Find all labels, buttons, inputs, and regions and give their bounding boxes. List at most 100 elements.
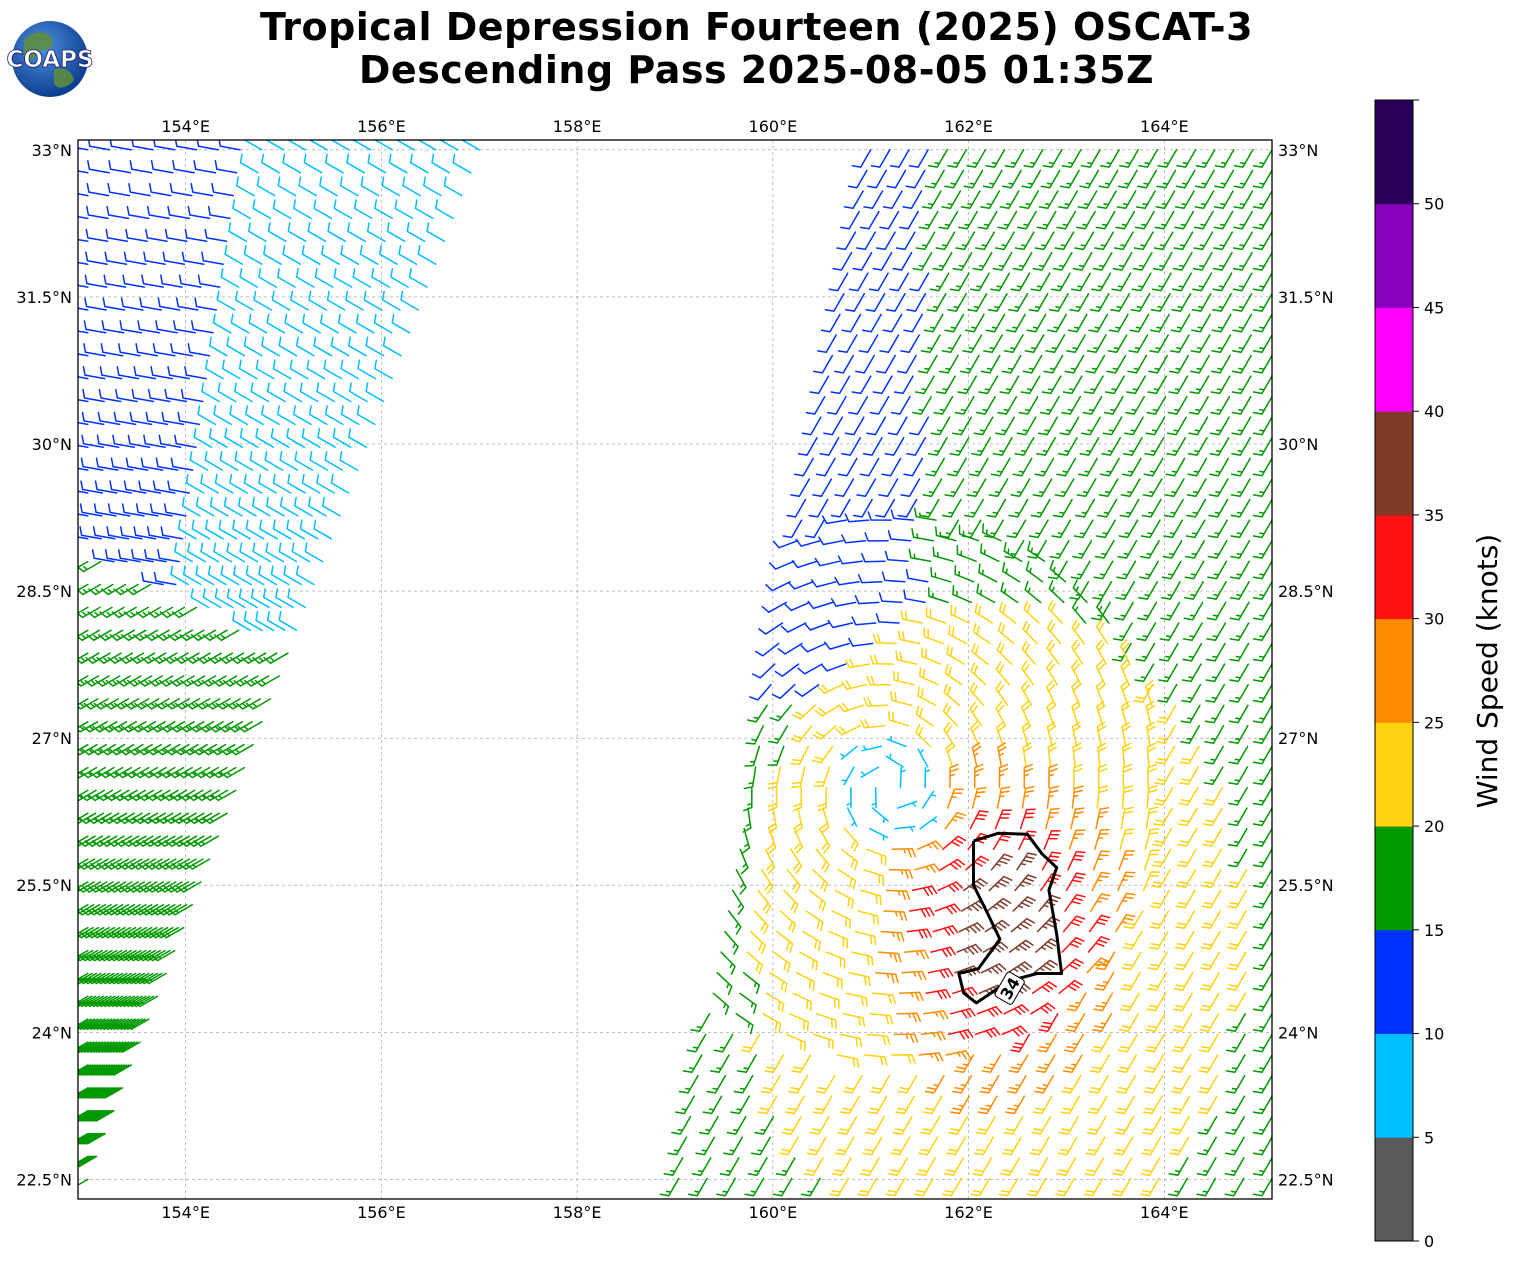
wind-barb — [1156, 704, 1177, 724]
wind-barb — [349, 382, 368, 403]
wind-barb — [996, 641, 1013, 665]
wind-barb — [320, 313, 339, 334]
wind-barb — [917, 748, 929, 768]
wind-barb — [208, 336, 228, 357]
wind-barb — [1055, 1177, 1076, 1197]
wind-barb — [132, 629, 159, 642]
wind-barb — [205, 359, 224, 380]
wind-barb — [868, 272, 889, 292]
wind-barb — [1043, 1198, 1046, 1199]
wind-barb — [1179, 745, 1200, 765]
wind-barb — [238, 588, 258, 609]
wind-barb — [1003, 1004, 1030, 1016]
wind-barb — [1252, 807, 1272, 827]
wind-barb — [882, 313, 903, 333]
wind-barb — [1203, 766, 1224, 786]
wind-barb — [301, 428, 321, 448]
wind-barb — [366, 222, 386, 243]
wind-barb — [298, 176, 318, 197]
wind-barb — [942, 835, 967, 851]
wind-barb — [78, 904, 89, 912]
wind-barb — [153, 140, 176, 151]
wind-barb — [824, 641, 850, 650]
wind-barb — [890, 1136, 911, 1156]
wind-barb — [1023, 149, 1044, 168]
wind-barb — [1094, 231, 1115, 251]
wind-barb — [947, 149, 968, 168]
wind-barb — [971, 787, 987, 809]
wind-barb — [174, 542, 193, 563]
wind-barb — [1226, 992, 1247, 1012]
wind-barb — [906, 928, 932, 939]
wind-barb — [87, 140, 111, 151]
wind-barb — [238, 359, 258, 380]
wind-barb — [1118, 850, 1136, 871]
wind-barb — [807, 600, 834, 610]
wind-barb — [702, 1198, 705, 1199]
wind-barb — [1119, 498, 1140, 518]
wind-barb — [997, 210, 1018, 230]
wind-barb — [1117, 169, 1138, 189]
wind-barb — [79, 526, 103, 540]
wind-barb — [760, 1074, 781, 1094]
wind-barb — [1230, 478, 1251, 498]
wind-barb — [1006, 519, 1027, 539]
wind-barb — [1174, 930, 1195, 950]
wind-barb — [875, 498, 896, 518]
wind-barb — [256, 176, 276, 197]
wind-barb — [228, 222, 248, 243]
wind-barb — [743, 766, 757, 790]
wind-barb — [702, 1095, 723, 1115]
wind-barb — [304, 542, 324, 563]
wind-barb — [1086, 334, 1107, 354]
wind-barb — [1022, 354, 1043, 374]
wind-barb — [1227, 827, 1248, 847]
wind-barb — [1225, 1095, 1246, 1115]
wind-barb — [1112, 251, 1133, 271]
wind-barb — [435, 199, 454, 220]
wind-barb — [980, 963, 1007, 975]
wind-barb — [831, 910, 852, 929]
wind-barb — [903, 589, 926, 604]
wind-barb — [869, 1013, 894, 1025]
wind-barb — [1181, 683, 1202, 703]
wind-barb — [1041, 851, 1062, 871]
wind-barb — [939, 519, 960, 539]
wind-barb — [1084, 1157, 1105, 1176]
wind-barb — [970, 721, 980, 748]
wind-barb — [339, 450, 359, 471]
wind-barb — [840, 210, 860, 230]
wind-barb — [890, 691, 913, 707]
wind-barb — [983, 334, 1003, 354]
wind-barb — [100, 343, 124, 357]
wind-barb — [374, 140, 394, 151]
wind-barb — [1094, 539, 1115, 559]
wind-barb — [1172, 251, 1193, 271]
wind-barb — [1015, 1198, 1017, 1199]
wind-barb — [1205, 642, 1226, 662]
wind-barb — [230, 313, 250, 334]
wind-barb — [1187, 457, 1208, 477]
wind-barb — [856, 231, 876, 251]
wind-barb — [219, 450, 239, 471]
colorbar-tick-label: 0 — [1424, 1232, 1434, 1251]
wind-barb — [952, 416, 972, 436]
wind-barb — [78, 353, 89, 357]
wind-barb — [1115, 210, 1136, 230]
wind-barb — [1146, 785, 1158, 809]
wind-barb — [788, 1074, 809, 1094]
colorbar-tick-label: 35 — [1424, 506, 1444, 525]
wind-barb — [78, 606, 89, 614]
wind-barb — [146, 526, 170, 540]
wind-barb — [1135, 642, 1156, 662]
wind-barb — [319, 176, 338, 197]
colorbar-tick-label: 15 — [1424, 921, 1444, 940]
wind-barb — [227, 721, 253, 733]
wind-barb — [91, 549, 115, 563]
wind-barb — [866, 848, 887, 866]
colorbar-tick-label: 10 — [1424, 1025, 1444, 1044]
map-frame — [77, 139, 1273, 1200]
wind-barb — [1119, 149, 1139, 168]
wind-barb — [187, 542, 206, 563]
wind-barb — [371, 267, 391, 288]
